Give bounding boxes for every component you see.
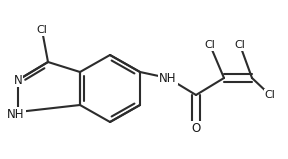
Text: Cl: Cl <box>37 25 48 35</box>
Text: N: N <box>14 73 22 86</box>
Text: O: O <box>191 121 201 135</box>
Text: NH: NH <box>7 107 25 121</box>
Text: NH: NH <box>159 72 177 84</box>
Text: Cl: Cl <box>265 90 275 100</box>
Text: Cl: Cl <box>234 40 245 50</box>
Text: Cl: Cl <box>204 40 215 50</box>
